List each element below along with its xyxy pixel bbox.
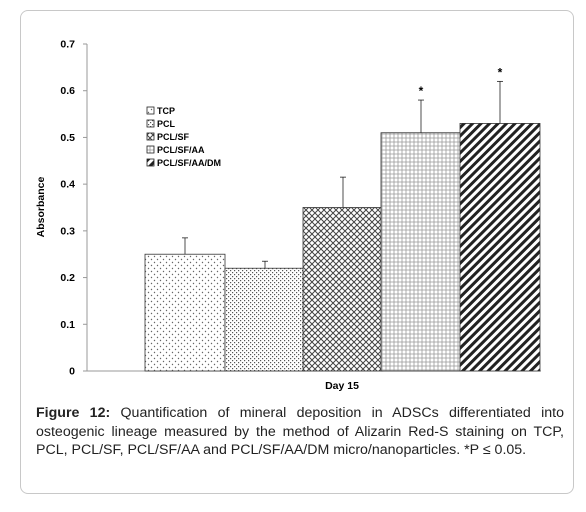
caption-label: Figure 12:: [36, 405, 111, 421]
y-tick-label: 0.4: [60, 179, 75, 191]
legend-label: PCL/SF: [157, 132, 190, 142]
bar-pcl-sf-aa-dm: [459, 123, 541, 372]
legend-label: TCP: [157, 106, 175, 116]
y-tick-label: 0.7: [60, 39, 75, 51]
bar-tcp: [144, 253, 226, 372]
y-axis-label: Absorbance: [35, 177, 47, 238]
y-tick-label: 0.6: [60, 85, 75, 97]
y-tick-label: 0.1: [60, 319, 75, 331]
legend-label: PCL: [157, 119, 176, 129]
legend: TCP PCL PCL/SF PCL/SF/AA PCL/SF/AA/DM: [146, 106, 221, 168]
figure-caption: Figure 12: Quantification of mineral dep…: [36, 404, 564, 460]
legend-swatch: [146, 145, 155, 154]
y-tick-label: 0.5: [60, 132, 75, 144]
legend-swatch: [146, 119, 155, 128]
bar-pcl-sf: [302, 207, 384, 372]
y-tick-label: 0.2: [60, 272, 75, 284]
significance-mark: *: [498, 65, 503, 79]
caption-text: Quantification of mineral deposition in …: [36, 405, 564, 458]
legend-label: PCL/SF/AA: [157, 145, 205, 155]
legend-swatch: [146, 158, 155, 167]
bar-pcl: [224, 267, 306, 372]
legend-swatch: [146, 106, 155, 115]
x-axis-label: Day 15: [325, 380, 359, 392]
bar-chart: 0 0.1 0.2 0.3 0.4 0.5 0.6 0.7 * * Absorbance Day…: [35, 39, 541, 392]
bar-pcl-sf-aa: [380, 132, 462, 372]
y-tick-label: 0: [69, 366, 75, 378]
significance-mark: *: [419, 84, 424, 98]
legend-swatch: [146, 132, 155, 141]
legend-label: PCL/SF/AA/DM: [157, 158, 221, 168]
y-tick-label: 0.3: [60, 225, 75, 237]
